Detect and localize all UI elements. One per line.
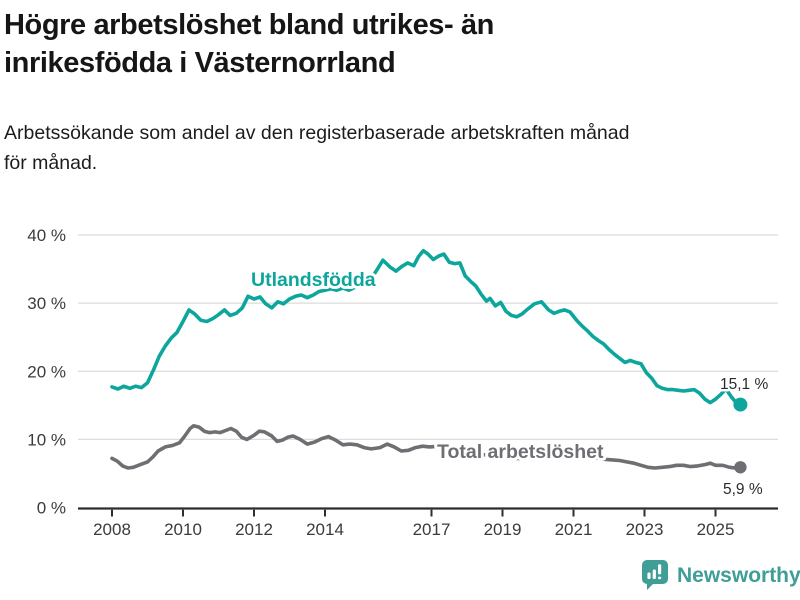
chart-subtitle: Arbetssökande som andel av den registerb… — [4, 118, 629, 178]
series-total-end-dot — [734, 461, 747, 474]
y-tick-label-30: 30 % — [27, 294, 66, 313]
gridlines — [78, 234, 778, 441]
y-axis-labels: 0 % 10 % 20 % 30 % 40 % — [27, 226, 66, 518]
chart-title: Högre arbetslöshet bland utrikes- än inr… — [4, 6, 494, 82]
x-tick-label-2025: 2025 — [697, 520, 735, 539]
chart-subtitle-line2: för månad. — [4, 152, 98, 174]
x-tick-label-2010: 2010 — [164, 520, 202, 539]
x-axis-labels: 2008 2010 2012 2014 2017 2019 2021 2023 2025 — [93, 520, 734, 539]
series-total-line — [110, 424, 743, 470]
chart-subtitle-line1: Arbetssökande som andel av den registerb… — [4, 122, 630, 144]
x-tick-label-2023: 2023 — [626, 520, 664, 539]
series-utlandsfodda-line — [110, 248, 743, 407]
newsworthy-wordmark: Newsworthy — [677, 563, 800, 587]
y-tick-label-0: 0 % — [37, 499, 66, 518]
series-total-label: Total arbetslöshet — [437, 441, 604, 463]
series-total-end-value: 5,9 % — [723, 481, 763, 498]
y-tick-label-20: 20 % — [27, 362, 66, 381]
y-tick-label-10: 10 % — [27, 430, 66, 449]
series-utlandsfodda-end-value: 15,1 % — [720, 376, 768, 393]
x-tick-label-2012: 2012 — [235, 520, 273, 539]
newsworthy-logo[interactable]: Newsworthy — [642, 560, 800, 591]
series-utlandsfodda-label: Utlandsfödda — [251, 269, 376, 291]
chart-title-line2: inrikesfödda i Västernorrland — [4, 47, 396, 79]
x-tick-label-2021: 2021 — [555, 520, 593, 539]
x-tick-label-2017: 2017 — [413, 520, 451, 539]
series-utlandsfodda-end-dot — [733, 397, 748, 412]
chart-title-line1: Högre arbetslöshet bland utrikes- än — [4, 9, 494, 41]
x-axis — [78, 507, 778, 517]
x-tick-label-2014: 2014 — [306, 520, 344, 539]
newsworthy-icon — [642, 560, 668, 590]
y-tick-label-40: 40 % — [27, 226, 66, 245]
x-tick-label-2008: 2008 — [93, 520, 131, 539]
x-tick-label-2019: 2019 — [484, 520, 522, 539]
line-chart: 0 % 10 % 20 % 30 % 40 % 2008 2010 2012 2014 2017… — [27, 226, 778, 539]
